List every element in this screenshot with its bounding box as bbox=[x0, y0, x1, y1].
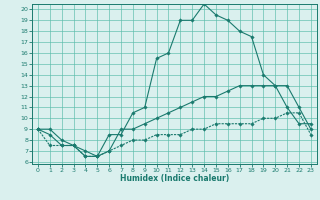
X-axis label: Humidex (Indice chaleur): Humidex (Indice chaleur) bbox=[120, 174, 229, 183]
